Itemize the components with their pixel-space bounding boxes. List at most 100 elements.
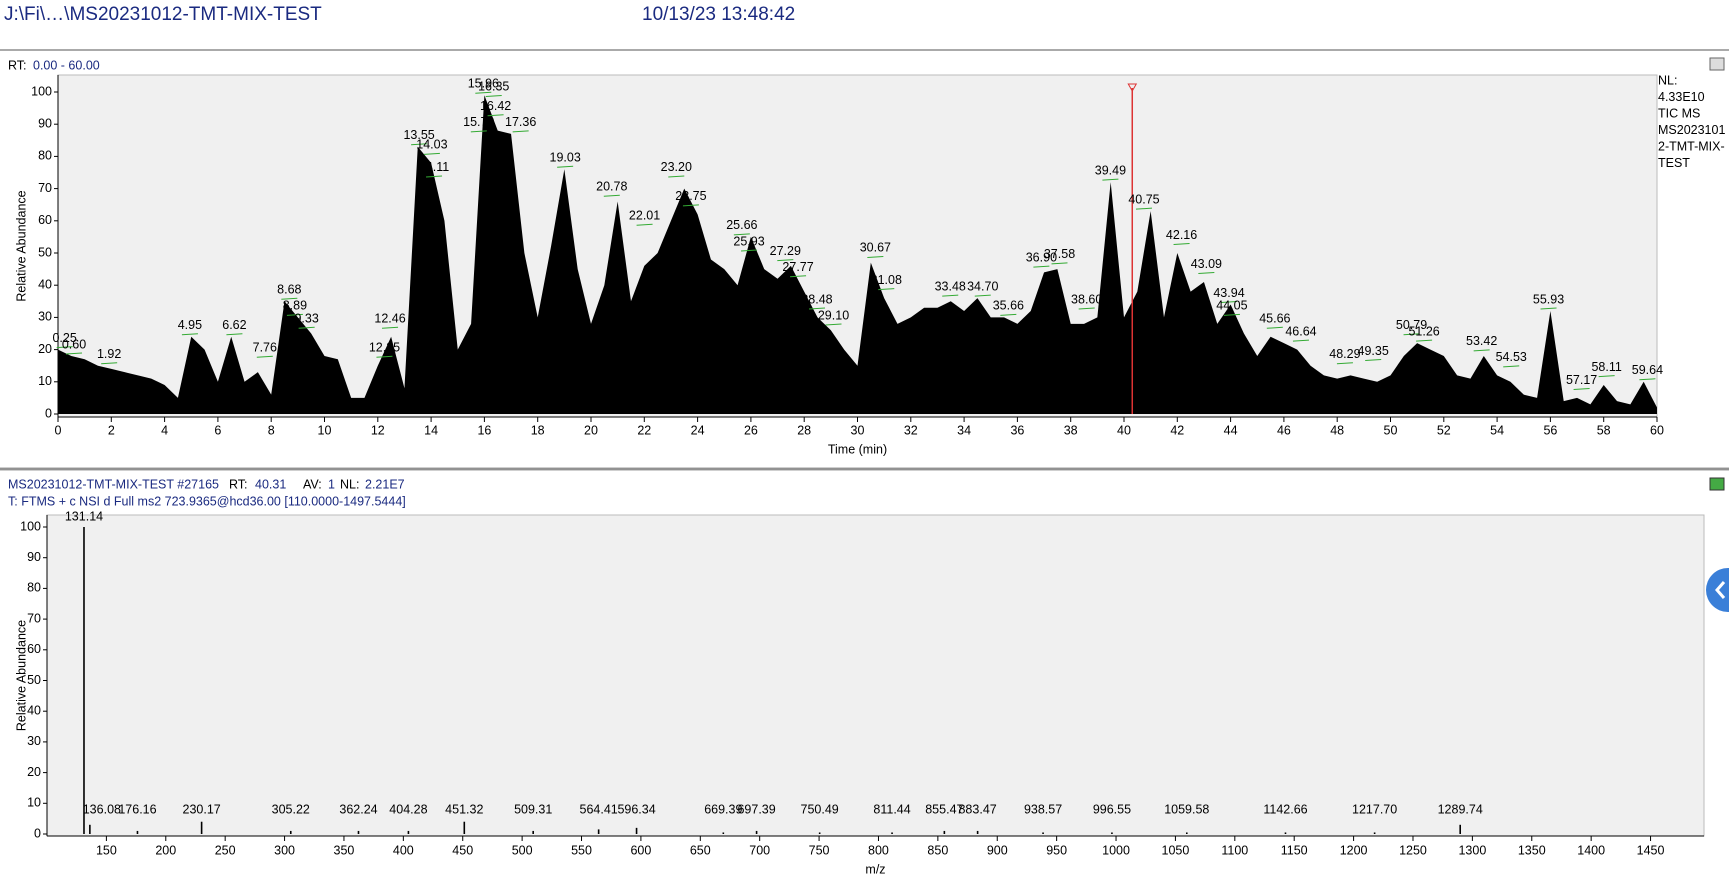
rt-label: RT: [229, 477, 248, 491]
x-tick-label: 0 [55, 423, 62, 437]
trace-info: 2-TMT-MIX- [1658, 139, 1725, 153]
peak-leader [682, 204, 699, 207]
peak-label: 22.01 [629, 209, 660, 223]
x-tick-label: 400 [393, 843, 414, 857]
peak-leader [636, 223, 653, 226]
x-tick-label: 34 [957, 423, 971, 437]
x-tick-label: 200 [155, 843, 176, 857]
peak-leader [668, 175, 685, 178]
peak-leader [56, 346, 73, 349]
peak-leader [487, 114, 504, 117]
peak-label: 15.96 [468, 77, 499, 91]
y-axis-title: Relative Abundance [14, 190, 28, 301]
x-tick-label: 32 [904, 423, 918, 437]
peak-leader [808, 307, 826, 310]
peak-label: 25.93 [733, 234, 764, 248]
peak-label: 811.44 [873, 802, 910, 816]
peak-label: 51.26 [1408, 324, 1439, 338]
range-label: RT: [8, 58, 27, 72]
trace-info: TEST [1658, 156, 1690, 170]
peak-label: 53.42 [1466, 334, 1497, 348]
nl-label: NL: [340, 477, 359, 491]
peak-leader [475, 91, 492, 94]
y-tick-label: 0 [34, 826, 41, 840]
peak-leader [470, 130, 487, 133]
y-tick-label: 60 [38, 213, 52, 227]
y-tick-label: 70 [38, 181, 52, 195]
peak-label: 23.20 [661, 160, 692, 174]
peak-label: 45.66 [1259, 312, 1290, 326]
peak-leader [382, 326, 399, 329]
y-tick-label: 80 [38, 149, 52, 163]
x-tick-label: 60 [1650, 423, 1664, 437]
peak-label: 20.78 [596, 180, 627, 194]
peak-leader [1220, 301, 1238, 304]
x-tick-label: 1300 [1458, 843, 1486, 857]
av-label: AV: [303, 477, 322, 491]
x-tick-label: 1000 [1102, 843, 1130, 857]
peak-leader [181, 333, 198, 336]
peak-leader [1503, 365, 1520, 368]
peak-label: 509.31 [514, 802, 552, 816]
peak-label: 43.09 [1191, 257, 1222, 271]
peak-label: 59.64 [1632, 363, 1663, 377]
x-tick-label: 48 [1330, 423, 1344, 437]
peak-label: 50.79 [1396, 318, 1427, 332]
x-tick-label: 10 [318, 423, 332, 437]
peak-label: 362.24 [339, 802, 377, 816]
peak-label: 1142.66 [1263, 802, 1307, 816]
x-tick-label: 42 [1170, 423, 1184, 437]
peak-leader [974, 294, 991, 297]
peak-label: 28.48 [801, 292, 832, 306]
x-tick-label: 300 [274, 843, 295, 857]
peak-leader [376, 355, 393, 358]
x-tick-label: 20 [584, 423, 598, 437]
peak-label: 15.79 [463, 115, 494, 129]
peak-leader [226, 333, 243, 336]
peak-label: 750.49 [801, 802, 839, 816]
peak-label: 669.39 [704, 802, 742, 816]
peak-label: 176.16 [118, 802, 156, 816]
x-tick-label: 900 [987, 843, 1008, 857]
y-tick-label: 10 [27, 796, 41, 810]
y-tick-label: 90 [38, 116, 52, 130]
y-tick-label: 90 [27, 550, 41, 564]
side-button-arrow [1715, 581, 1726, 599]
peak-label: 697.39 [737, 802, 775, 816]
peak-label: 42.16 [1166, 228, 1197, 242]
peak-leader [1173, 243, 1190, 246]
peak-label: 305.22 [272, 802, 310, 816]
x-tick-label: 1200 [1340, 843, 1368, 857]
peak-label: 136.08 [83, 802, 121, 816]
y-tick-label: 80 [27, 581, 41, 595]
peak-label: 4.95 [178, 318, 202, 332]
peak-leader [1102, 178, 1119, 181]
peak-label: 58.11 [1591, 360, 1621, 374]
y-tick-label: 30 [27, 734, 41, 748]
peak-leader [1540, 307, 1557, 310]
peak-leader [741, 249, 758, 252]
peak-leader [1292, 339, 1309, 342]
x-tick-label: 6 [214, 423, 221, 437]
x-tick-label: 30 [851, 423, 865, 437]
x-tick-label: 8 [268, 423, 275, 437]
x-tick-label: 600 [630, 843, 651, 857]
x-tick-label: 650 [690, 843, 711, 857]
peak-label: 16.42 [480, 99, 511, 113]
peak-leader [485, 94, 502, 97]
peak-leader [1000, 313, 1017, 316]
scan-name: MS20231012-TMT-MIX-TEST #27165 [8, 477, 219, 491]
peak-leader [426, 175, 443, 178]
pin-icon[interactable] [1709, 57, 1725, 71]
peak-label: 1289.74 [1438, 802, 1483, 816]
x-tick-label: 56 [1543, 423, 1557, 437]
peak-leader [1416, 339, 1433, 342]
peak-label: 27.77 [782, 260, 813, 274]
peak-label: 14.11 [419, 160, 449, 174]
x-tick-label: 2 [108, 423, 115, 437]
spectrum-icon[interactable] [1709, 477, 1725, 491]
x-tick-label: 150 [96, 843, 117, 857]
x-axis-title: Time (min) [828, 442, 887, 456]
x-tick-label: 58 [1597, 423, 1611, 437]
